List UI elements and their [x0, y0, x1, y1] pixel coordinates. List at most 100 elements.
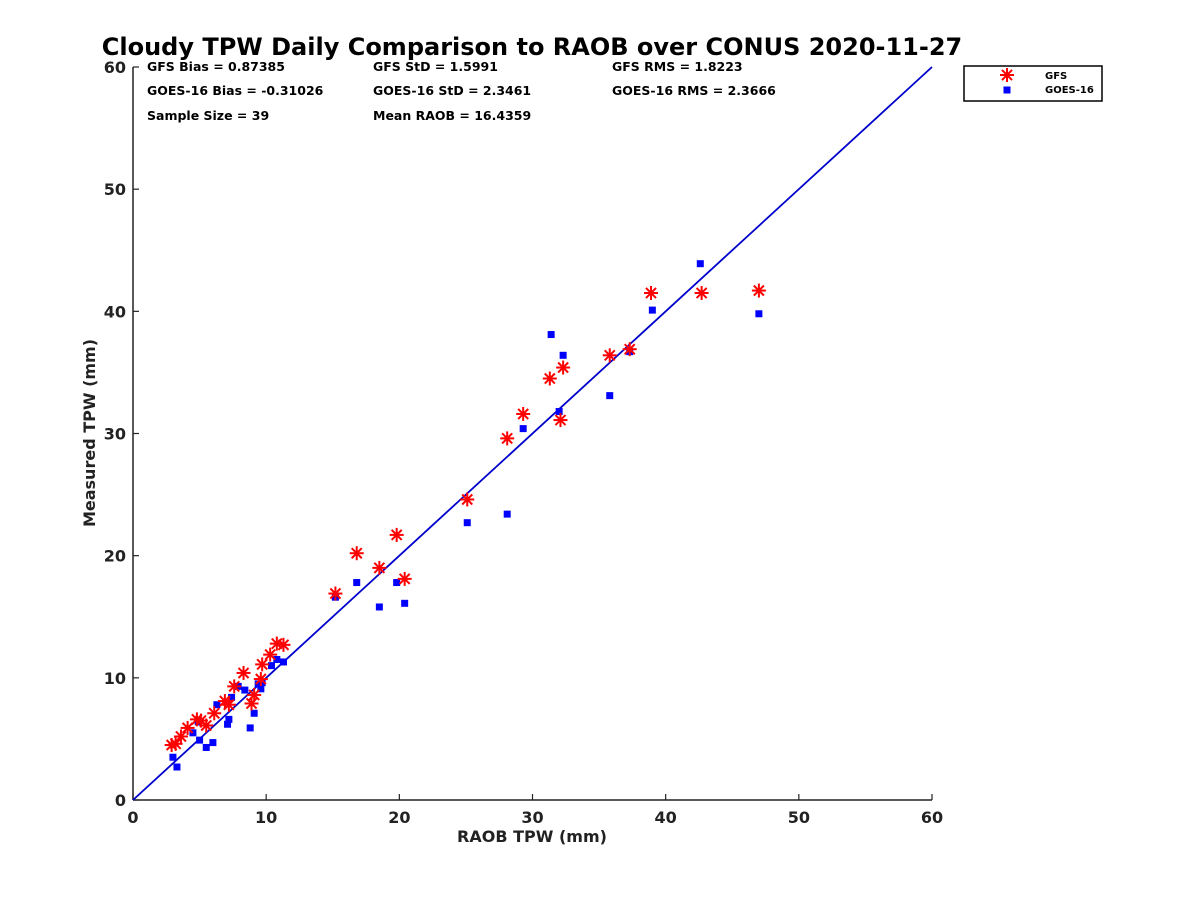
stat-goes16-rms: GOES-16 RMS = 2.3666 — [612, 83, 776, 98]
goes16-point — [555, 408, 563, 416]
goes16-point — [559, 351, 567, 359]
gfs-point — [349, 546, 364, 561]
goes16-point — [169, 753, 177, 761]
legend-gfs-asterisk — [1000, 68, 1014, 82]
x-axis-label: RAOB TPW (mm) — [457, 827, 607, 846]
legend-box — [963, 65, 1103, 102]
goes16-point — [209, 739, 217, 747]
goes16-point — [224, 720, 232, 728]
legend-goes16-square — [1003, 86, 1011, 94]
goes16-point — [648, 306, 656, 314]
gfs-point — [372, 560, 387, 575]
gfs-point — [602, 348, 617, 363]
goes16-point — [257, 685, 265, 693]
legend-goes16-label: GOES-16 — [1045, 85, 1094, 96]
gfs-point — [253, 672, 268, 687]
y-tick-label: 20 — [104, 547, 126, 566]
goes16-point — [267, 662, 275, 670]
gfs-point — [500, 431, 515, 446]
goes16-point — [463, 519, 471, 527]
goes16-point — [353, 579, 361, 587]
goes16-point — [202, 743, 210, 751]
x-axis-ticks: 0 10 20 30 40 50 60 — [127, 794, 943, 827]
goes16-point — [279, 658, 287, 666]
legend: GFS GOES-16 — [963, 65, 1103, 102]
gfs-point — [694, 286, 709, 301]
stat-sample-size: Sample Size = 39 — [147, 108, 269, 123]
goes16-point — [273, 656, 281, 664]
gfs-point — [644, 286, 659, 301]
goes16-point — [225, 715, 233, 723]
chart-title: Cloudy TPW Daily Comparison to RAOB over… — [102, 33, 962, 61]
gfs-point — [389, 527, 404, 542]
goes16-point — [503, 510, 511, 518]
gfs-point — [553, 413, 568, 428]
legend-gfs-marker — [1000, 68, 1014, 82]
goes16-point — [250, 709, 258, 717]
gfs-point — [622, 342, 637, 357]
x-tick-label: 30 — [521, 808, 543, 827]
goes16-point — [696, 260, 704, 268]
goes16-point — [228, 693, 236, 701]
gfs-point — [207, 706, 222, 721]
y-tick-label: 30 — [104, 425, 126, 444]
goes16-point — [196, 736, 204, 744]
series-gfs — [164, 283, 766, 753]
x-tick-label: 20 — [388, 808, 410, 827]
goes16-point — [246, 724, 254, 732]
goes16-point — [173, 763, 181, 771]
goes16-point — [393, 579, 401, 587]
one-to-one-line — [132, 66, 933, 801]
gfs-point — [168, 736, 183, 751]
gfs-point — [328, 586, 343, 601]
legend-goes16-marker — [1003, 86, 1011, 94]
y-tick-label: 10 — [104, 669, 126, 688]
gfs-point — [180, 720, 195, 735]
gfs-point — [460, 492, 475, 507]
gfs-point — [263, 647, 278, 662]
y-axis-label: Measured TPW (mm) — [80, 339, 99, 527]
y-tick-label: 40 — [104, 302, 126, 321]
stat-gfs-bias: GFS Bias = 0.87385 — [147, 59, 285, 74]
goes16-point — [241, 686, 249, 694]
x-tick-label: 50 — [788, 808, 810, 827]
gfs-point — [173, 729, 188, 744]
y-tick-label: 50 — [104, 180, 126, 199]
gfs-point — [227, 679, 242, 694]
gfs-point — [199, 718, 214, 733]
gfs-point — [542, 371, 557, 386]
x-tick-label: 10 — [255, 808, 277, 827]
goes16-point — [189, 729, 197, 737]
gfs-point — [397, 571, 412, 586]
gfs-point — [236, 665, 251, 680]
y-tick-label: 0 — [115, 791, 126, 810]
x-tick-label: 60 — [921, 808, 943, 827]
gfs-point — [751, 283, 766, 298]
gfs-point — [556, 360, 571, 375]
x-tick-label: 40 — [655, 808, 677, 827]
goes16-point — [606, 392, 614, 400]
x-tick-label: 0 — [127, 808, 138, 827]
y-axis-ticks: 0 10 20 30 40 50 60 — [104, 58, 139, 810]
stat-goes16-bias: GOES-16 Bias = -0.31026 — [147, 83, 324, 98]
goes16-point — [755, 310, 763, 318]
goes16-point — [254, 680, 262, 688]
goes16-point — [547, 331, 555, 339]
goes16-point — [213, 701, 221, 709]
stats-block: GFS Bias = 0.87385 GFS StD = 1.5991 GFS … — [147, 59, 776, 123]
gfs-point — [221, 697, 236, 712]
stat-gfs-std: GFS StD = 1.5991 — [373, 59, 498, 74]
gfs-point — [247, 687, 262, 702]
stat-gfs-rms: GFS RMS = 1.8223 — [612, 59, 743, 74]
gfs-point — [276, 637, 291, 652]
gfs-point — [516, 406, 531, 421]
goes16-point — [519, 425, 527, 433]
y-tick-label: 60 — [104, 58, 126, 77]
legend-gfs-label: GFS — [1045, 71, 1067, 82]
goes16-point — [375, 603, 383, 611]
gfs-point — [255, 657, 270, 672]
stat-goes16-std: GOES-16 StD = 2.3461 — [373, 83, 531, 98]
goes16-point — [258, 679, 266, 687]
stat-mean-raob: Mean RAOB = 16.4359 — [373, 108, 531, 123]
